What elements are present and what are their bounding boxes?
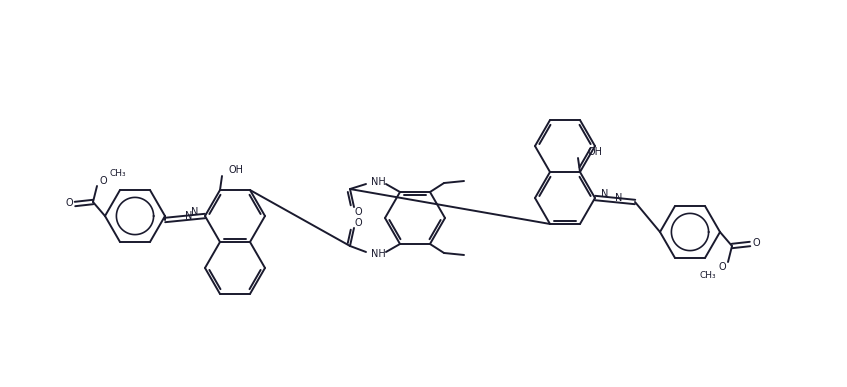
Text: N: N <box>185 211 192 221</box>
Text: CH₃: CH₃ <box>109 168 125 178</box>
Text: CH₃: CH₃ <box>700 271 716 279</box>
Text: N: N <box>191 207 199 217</box>
Text: OH: OH <box>588 147 603 157</box>
Text: O: O <box>752 238 760 248</box>
Text: O: O <box>718 262 726 272</box>
Text: O: O <box>99 176 107 186</box>
Text: N: N <box>615 193 623 203</box>
Text: OH: OH <box>228 165 243 175</box>
Text: O: O <box>354 218 362 228</box>
Text: NH: NH <box>371 249 385 259</box>
Text: N: N <box>601 189 609 199</box>
Text: O: O <box>65 198 73 208</box>
Text: NH: NH <box>371 177 385 187</box>
Text: O: O <box>354 207 362 217</box>
